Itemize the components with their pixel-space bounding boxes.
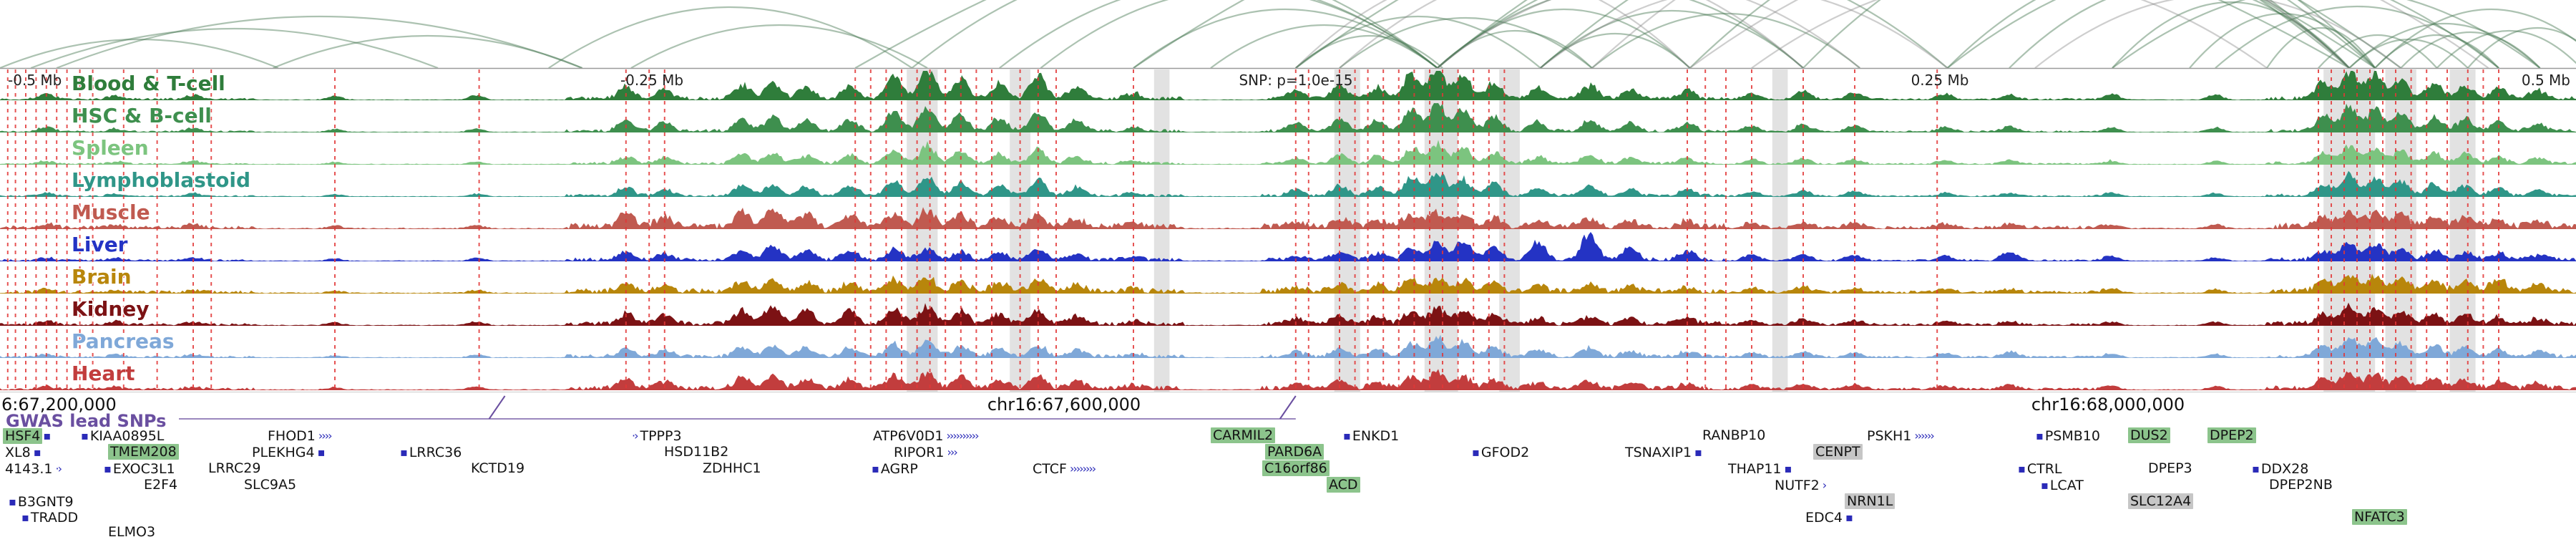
snp-pvalue-label: SNP: p=1.0e-15 <box>1239 72 1353 89</box>
scale-label-quarter-right: 0.25 Mb <box>1911 72 1969 89</box>
coordinate-right: chr16:68,000,000 <box>2031 395 2185 415</box>
scale-label-left: -0.5 Mb <box>8 72 62 89</box>
scale-label-right: 0.5 Mb <box>2521 72 2570 89</box>
coordinate-center: chr16:67,600,000 <box>987 395 1141 415</box>
gwas-lead-snps-label: GWAS lead SNPs <box>6 411 167 431</box>
scale-label-quarter-left: -0.25 Mb <box>620 72 684 89</box>
coordinate-left: 6:67,200,000 <box>1 395 117 415</box>
